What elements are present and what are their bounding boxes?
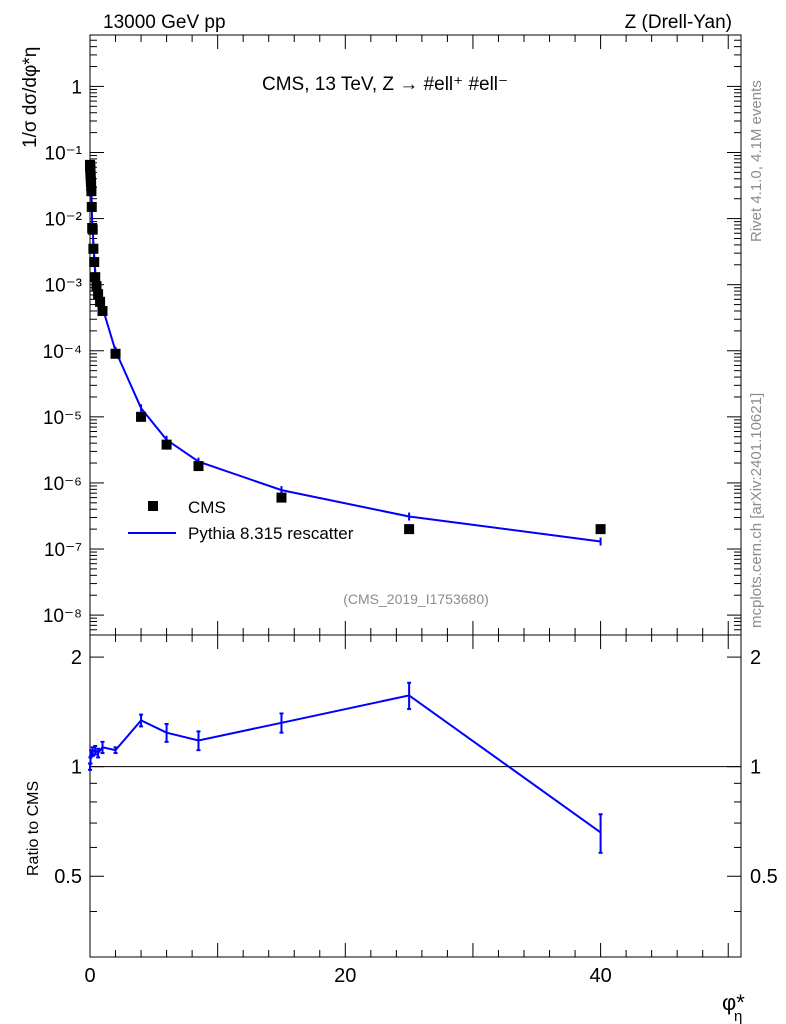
main-axis-ticks (90, 34, 741, 636)
plot-title: CMS, 13 TeV, Z → #ell⁺ #ell⁻ (262, 74, 508, 95)
main-y-tick-label: 10⁻⁸ (43, 606, 82, 627)
ratio-axis-ticks (90, 656, 741, 958)
ratio-y-tick-label-left: 0.5 (54, 866, 82, 888)
cms-data-point (95, 296, 106, 307)
legend-marker-cms (148, 501, 158, 511)
main-y-tick-label: 10⁻³ (45, 276, 83, 297)
cms-data-point (404, 524, 415, 535)
cms-data-point (595, 524, 606, 535)
cms-data-point (90, 272, 101, 283)
main-y-tick-label: 10⁻⁴ (43, 342, 82, 363)
legend-label-pythia: Pythia 8.315 rescatter (188, 524, 354, 543)
main-y-axis-title: 1/σ dσ/dφ*η (20, 47, 41, 148)
x-axis-title-subscript: η (734, 1008, 742, 1024)
pythia-ratio-line (89, 694, 602, 834)
main-y-tick-labels: 10⁻⁸ 10⁻⁷ 10⁻⁶ 10⁻⁵ 10⁻⁴ 10⁻³ 10⁻² 10⁻¹ … (43, 77, 82, 627)
cms-data-point (91, 281, 102, 292)
ratio-y-axis-title: Ratio to CMS (25, 781, 42, 876)
x-axis-ticks (89, 35, 729, 957)
main-y-tick-label: 10⁻² (45, 210, 83, 231)
x-axis-title: φ* (722, 990, 745, 1015)
ratio-y-tick-label-right: 0.5 (750, 866, 778, 888)
cms-data-point (93, 289, 104, 300)
cms-data-point (161, 439, 172, 450)
ratio-plot-frame (89, 634, 742, 958)
x-tick-label: 0 (84, 965, 95, 987)
main-y-tick-label: 1 (71, 77, 82, 98)
main-y-tick-label: 10⁻⁶ (43, 474, 82, 495)
ratio-y-tick-labels: 0.5 1 2 0.5 1 2 (54, 647, 778, 888)
header-left: 13000 GeV pp (103, 12, 226, 33)
cms-data-point (110, 348, 121, 359)
main-y-tick-label: 10⁻⁵ (43, 408, 82, 429)
cms-data-point (87, 224, 98, 235)
main-y-tick-label: 10⁻¹ (45, 144, 83, 165)
legend-label-cms: CMS (188, 498, 226, 517)
ratio-y-tick-label-right: 1 (750, 757, 761, 779)
cms-data-point (89, 257, 100, 268)
x-tick-labels: 0 20 40 (84, 965, 611, 987)
cms-data-point (276, 492, 287, 503)
x-tick-label: 20 (334, 965, 356, 987)
main-y-tick-label: 10⁻⁷ (44, 540, 82, 561)
pythia-main-line (89, 165, 601, 543)
cms-data-point (86, 201, 97, 212)
pythia-main-series (89, 161, 602, 546)
cms-data-series (85, 159, 606, 535)
cms-data-point (86, 186, 97, 197)
cms-data-point (136, 411, 147, 422)
ratio-y-tick-label-left: 1 (71, 757, 82, 779)
main-plot-frame (89, 34, 742, 636)
legend: CMS Pythia 8.315 rescatter (128, 498, 354, 543)
cms-data-point (97, 305, 108, 316)
analysis-tag: (CMS_2019_I1753680) (343, 591, 489, 607)
cms-data-point (193, 461, 204, 472)
pythia-ratio-series (88, 681, 603, 854)
rivet-version-label: Rivet 4.1.0, 4.1M events (748, 80, 765, 242)
ratio-y-tick-label-left: 2 (71, 647, 82, 669)
cms-data-point (86, 181, 97, 192)
header-right: Z (Drell-Yan) (625, 12, 732, 33)
mcplots-label: mcplots.cern.ch [arXiv:2401.10621] (748, 393, 765, 628)
ratio-y-tick-label-right: 2 (750, 647, 761, 669)
x-tick-label: 40 (589, 965, 611, 987)
cms-data-point (88, 243, 99, 254)
